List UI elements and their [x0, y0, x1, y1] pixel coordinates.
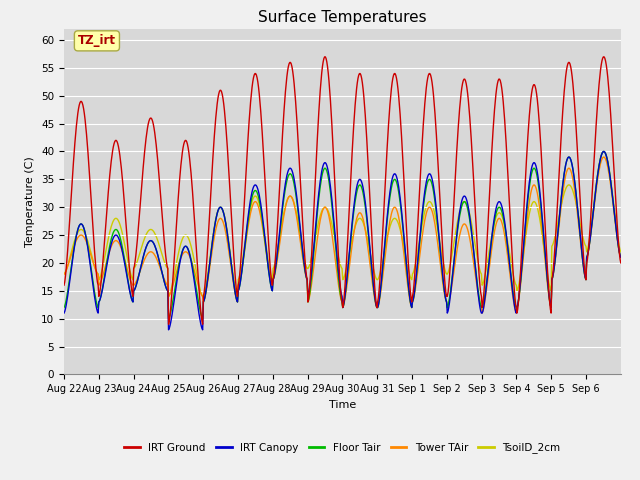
Legend: IRT Ground, IRT Canopy, Floor Tair, Tower TAir, TsoilD_2cm: IRT Ground, IRT Canopy, Floor Tair, Towe… [120, 438, 564, 457]
Title: Surface Temperatures: Surface Temperatures [258, 10, 427, 25]
X-axis label: Time: Time [329, 400, 356, 409]
Y-axis label: Temperature (C): Temperature (C) [26, 156, 35, 247]
Text: TZ_irt: TZ_irt [78, 35, 116, 48]
